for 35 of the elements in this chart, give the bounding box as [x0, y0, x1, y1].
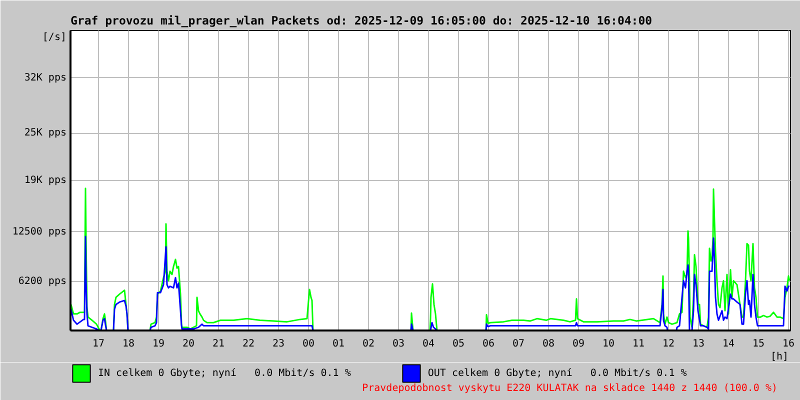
x-tick-label: 21: [212, 338, 225, 350]
x-tick-label: 13: [692, 338, 705, 350]
text: Pravdepodobnost vyskytu E220 KULATAK na skladce 1440 z 1440 (100.0 %): [362, 383, 778, 394]
x-tick-label: 09: [572, 338, 585, 350]
x-tick-label: 23: [272, 338, 285, 350]
x-tick-label: 11: [632, 338, 645, 350]
x-tick-label: 10: [602, 338, 615, 350]
x-tick-label: 02: [362, 338, 375, 350]
x-tick-label: 14: [722, 338, 735, 350]
x-tick-label: 16: [782, 338, 795, 350]
x-tick-label: 08: [542, 338, 555, 350]
x-tick-label: 19: [152, 338, 165, 350]
y-tick-label: 12500 pps: [12, 226, 67, 238]
x-tick-label: 00: [302, 338, 315, 350]
x-tick-label: 07: [512, 338, 525, 350]
x-tick-label: 15: [752, 338, 765, 350]
y-tick-label: 19K pps: [24, 175, 67, 186]
x-tick-label: 22: [242, 338, 255, 350]
x-tick-label: 04: [422, 338, 435, 350]
y-tick-label: 6200 pps: [18, 276, 67, 288]
x-tick-label: 20: [182, 338, 195, 350]
y-axis-title: [/s]: [42, 32, 67, 43]
y-tick-label: 25K pps: [24, 128, 67, 139]
x-tick-label: 03: [392, 338, 405, 350]
x-tick-label: 17: [92, 338, 105, 350]
x-tick-label: 12: [662, 338, 675, 350]
x-tick-label: 01: [332, 338, 345, 350]
x-axis-title: [h]: [770, 352, 788, 362]
y-tick-label: 32K pps: [24, 72, 67, 84]
legend-label: OUT celkem 0 Gbyte; nyní 0.0 Mbit/s 0.1 %: [428, 368, 687, 378]
x-tick-label: 05: [452, 338, 465, 350]
x-tick-label: 18: [122, 338, 135, 350]
chart-title: Graf provozu mil_prager_wlan Packets od: 2025-12-09 16:05:00 do: 2025-12-10 16:04:00: [70, 14, 652, 28]
legend-label: IN celkem 0 Gbyte; nyní 0.0 Mbit/s 0.1 %: [98, 368, 351, 378]
x-tick-label: 06: [482, 338, 495, 350]
